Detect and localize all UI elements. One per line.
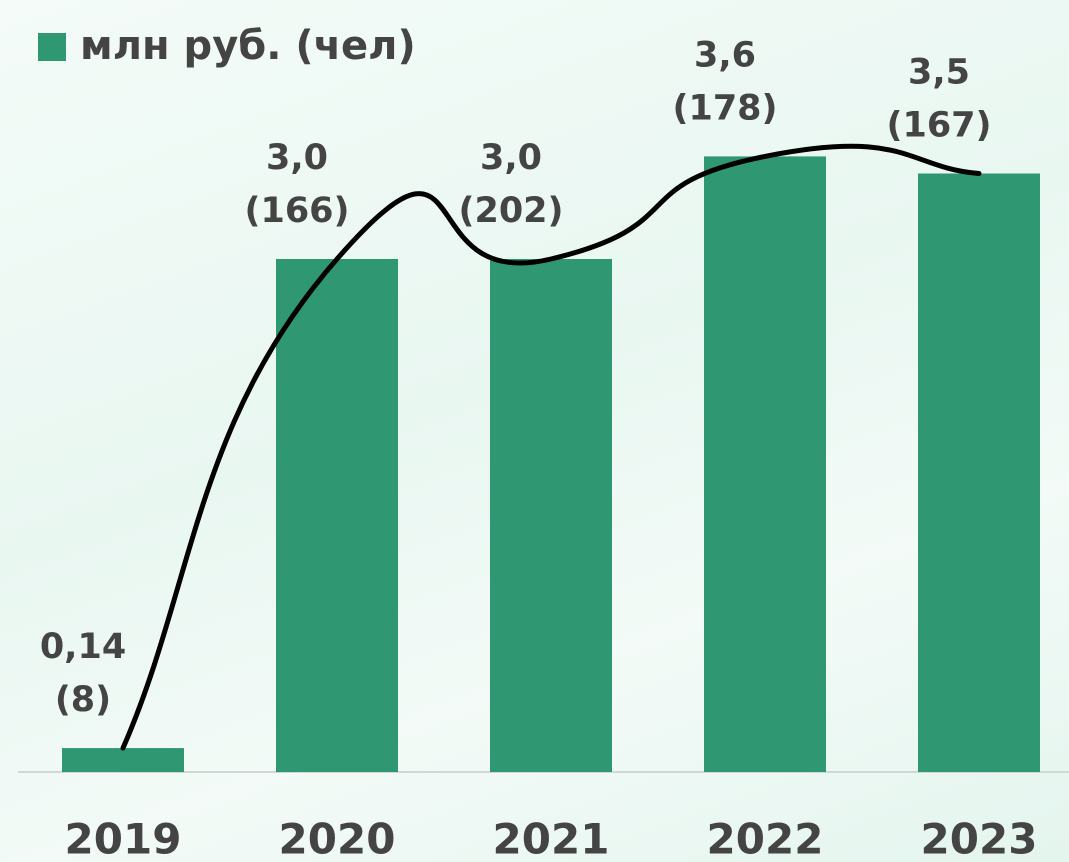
x-tick-label: 2021 bbox=[493, 815, 610, 862]
count-label: (8) bbox=[55, 680, 111, 720]
bar bbox=[918, 173, 1040, 772]
bar bbox=[276, 259, 398, 772]
legend-swatch bbox=[38, 33, 66, 61]
value-label: 3,5 bbox=[908, 53, 970, 93]
count-label: (202) bbox=[458, 191, 563, 231]
trend-line bbox=[120, 143, 982, 751]
value-label: 3,6 bbox=[694, 35, 756, 75]
count-label: (167) bbox=[886, 106, 991, 146]
count-label: (166) bbox=[244, 191, 349, 231]
x-tick-label: 2019 bbox=[65, 815, 182, 862]
bar bbox=[490, 259, 612, 772]
x-tick-label: 2023 bbox=[921, 815, 1038, 862]
x-tick-label: 2022 bbox=[707, 815, 824, 862]
legend-label: млн руб. (чел) bbox=[80, 23, 416, 69]
x-tick-label: 2020 bbox=[279, 815, 396, 862]
bar bbox=[62, 748, 184, 772]
value-label: 0,14 bbox=[40, 627, 126, 667]
value-label: 3,0 bbox=[480, 138, 542, 178]
bar bbox=[704, 156, 826, 772]
value-label: 3,0 bbox=[266, 138, 328, 178]
count-label: (178) bbox=[672, 88, 777, 128]
